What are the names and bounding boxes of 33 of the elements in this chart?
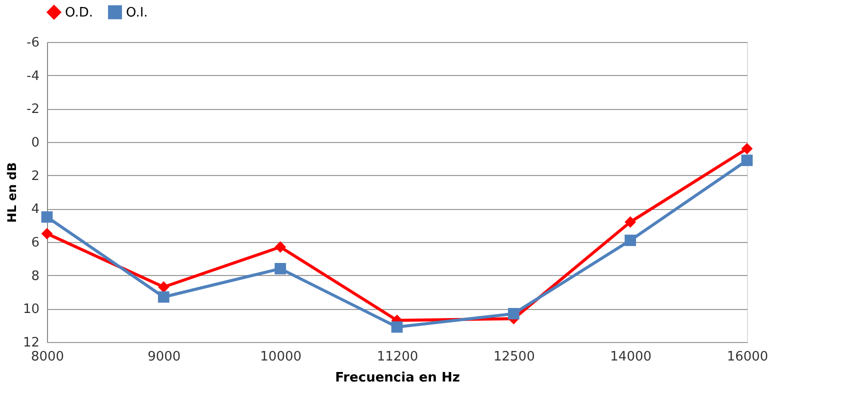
point [274,241,286,253]
legend-label: O.I. [126,5,148,20]
y-tick-label: -2 [26,102,40,118]
x-tick-label: 14000 [610,350,652,364]
legend-label: O.D. [65,5,93,20]
y-tick-label: -6 [26,36,40,50]
x-tick-label: 9000 [148,350,181,364]
point [41,228,53,240]
point [158,281,170,293]
x-tick-label: 11200 [376,350,418,364]
x-tick-label: 10000 [260,350,302,364]
point [624,216,636,228]
y-tick-label: -4 [26,68,40,84]
point [741,142,753,154]
y-tick-label: 2 [31,168,40,184]
point [41,211,53,223]
x-tick-label: 12500 [493,350,535,364]
x-axis-title: Frecuencia en Hz [335,370,460,386]
y-tick-label: 4 [31,202,40,218]
point [624,234,636,246]
point [741,154,753,166]
y-tick-label: 8 [31,268,40,284]
y-tick-label: 10 [22,302,40,318]
y-axis-title: HL en dB [4,162,19,223]
y-tick-label: 6 [31,236,40,250]
x-tick-label: 8000 [30,350,64,364]
point [274,262,286,274]
point [158,291,170,303]
y-tick-label: 12 [22,336,40,350]
point [391,321,403,333]
x-tick-label: 16000 [726,350,768,364]
point [508,308,520,320]
y-tick-label: 0 [31,136,40,150]
